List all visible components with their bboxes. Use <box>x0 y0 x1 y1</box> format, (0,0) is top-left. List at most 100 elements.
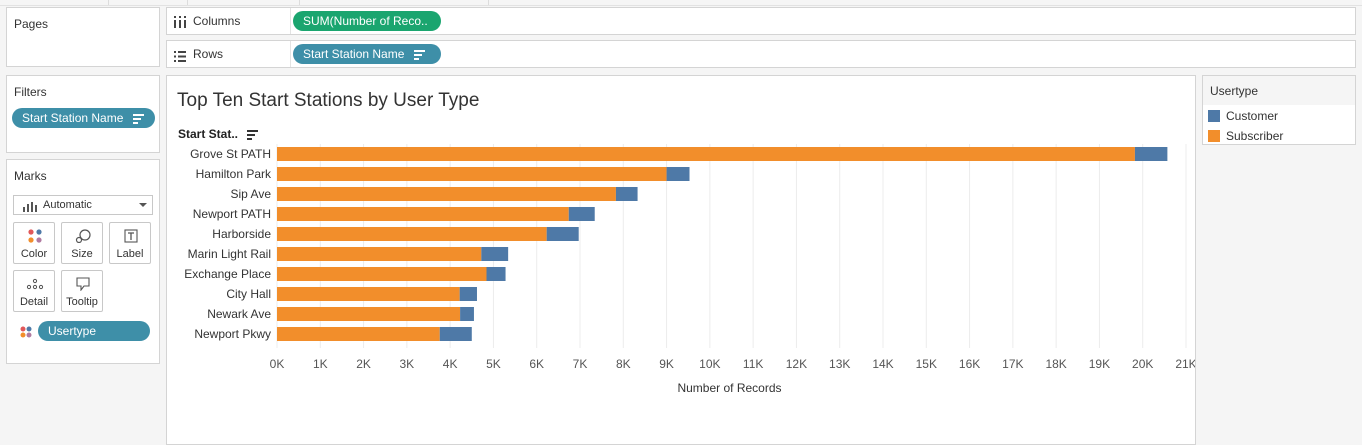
bar-chart-icon <box>23 200 37 212</box>
x-tick-label: 7K <box>573 357 588 371</box>
detail-dots-icon <box>14 277 54 291</box>
bar-customer[interactable] <box>460 307 474 321</box>
color-button-label: Color <box>20 248 48 260</box>
x-axis-title: Number of Records <box>677 381 781 395</box>
pages-title: Pages <box>14 17 49 31</box>
filters-title: Filters <box>14 85 47 99</box>
bar-customer[interactable] <box>615 187 638 201</box>
filters-card[interactable]: Filters Start Station Name <box>6 75 160 153</box>
bar-customer[interactable] <box>1134 147 1168 161</box>
row-header-label: Start Stat.. <box>178 127 239 141</box>
columns-shelf[interactable]: Columns SUM(Number of Reco.. <box>166 7 1356 35</box>
size-button[interactable]: Size <box>61 222 103 264</box>
marks-card: Marks Automatic Color Size Label Detail <box>6 159 160 364</box>
chevron-down-icon <box>139 203 147 207</box>
bar-subscriber[interactable] <box>277 167 667 181</box>
bar-subscriber[interactable] <box>277 307 461 321</box>
sort-icon <box>413 50 425 60</box>
usertype-pill-label: Usertype <box>48 324 97 338</box>
bar-customer[interactable] <box>546 227 579 241</box>
x-tick-label: 3K <box>400 357 415 371</box>
x-tick-label: 21K <box>1175 357 1195 371</box>
columns-pill[interactable]: SUM(Number of Reco.. <box>293 11 441 31</box>
columns-icon <box>174 15 186 28</box>
bar-subscriber[interactable] <box>277 187 616 201</box>
x-tick-label: 16K <box>959 357 980 371</box>
bar-customer[interactable] <box>459 287 477 301</box>
legend-title: Usertype <box>1210 84 1259 98</box>
label-button-label: Label <box>116 248 144 260</box>
rows-pill-label: Start Station Name <box>303 47 405 61</box>
bar-customer[interactable] <box>666 167 690 181</box>
rows-label: Rows <box>193 47 224 61</box>
columns-pill-label: SUM(Number of Reco.. <box>303 14 428 28</box>
x-tick-label: 9K <box>659 357 674 371</box>
x-tick-label: 2K <box>356 357 371 371</box>
category-label: Grove St PATH <box>190 147 271 161</box>
legend-item-customer[interactable]: Customer <box>1208 109 1278 123</box>
bar-subscriber[interactable] <box>277 227 547 241</box>
text-label-icon <box>110 229 150 243</box>
sort-icon <box>132 114 144 124</box>
rows-pill[interactable]: Start Station Name <box>293 44 441 64</box>
size-icon <box>62 229 102 244</box>
detail-button[interactable]: Detail <box>13 270 55 312</box>
bar-subscriber[interactable] <box>277 147 1135 161</box>
tooltip-button-label: Tooltip <box>66 296 98 308</box>
pages-card[interactable]: Pages <box>6 7 160 67</box>
category-label: Newark Ave <box>207 307 271 321</box>
top-toolbar-strip <box>0 0 1362 6</box>
x-tick-label: 20K <box>1132 357 1153 371</box>
mark-type-dropdown[interactable]: Automatic <box>13 195 153 215</box>
tooltip-icon <box>62 277 102 292</box>
bar-subscriber[interactable] <box>277 287 460 301</box>
bar-customer[interactable] <box>481 247 509 261</box>
chart-view: Top Ten Start Stations by User Type Star… <box>166 75 1196 445</box>
x-tick-label: 1K <box>313 357 328 371</box>
columns-label: Columns <box>193 14 241 28</box>
filter-pill-label: Start Station Name <box>22 111 124 125</box>
bar-subscriber[interactable] <box>277 267 487 281</box>
x-tick-label: 11K <box>743 357 763 371</box>
usertype-color-pill[interactable]: Usertype <box>38 321 150 341</box>
category-label: City Hall <box>226 287 271 301</box>
color-button[interactable]: Color <box>13 222 55 264</box>
bar-subscriber[interactable] <box>277 327 440 341</box>
x-tick-label: 10K <box>699 357 720 371</box>
x-tick-label: 18K <box>1045 357 1066 371</box>
bar-customer[interactable] <box>486 267 506 281</box>
filter-pill-start-station[interactable]: Start Station Name <box>12 108 155 128</box>
x-tick-label: 4K <box>443 357 458 371</box>
mark-type-value: Automatic <box>43 199 92 211</box>
x-tick-label: 6K <box>529 357 544 371</box>
rows-shelf[interactable]: Rows Start Station Name <box>166 40 1356 68</box>
bar-subscriber[interactable] <box>277 247 482 261</box>
usertype-legend: Usertype Customer Subscriber <box>1202 75 1356 145</box>
category-label: Hamilton Park <box>196 167 272 181</box>
rows-icon <box>174 49 186 62</box>
x-tick-label: 19K <box>1089 357 1110 371</box>
row-header[interactable]: Start Stat.. <box>178 127 259 141</box>
category-label: Marin Light Rail <box>188 247 271 261</box>
category-label: Sip Ave <box>231 187 272 201</box>
bar-customer[interactable] <box>439 327 472 341</box>
x-tick-label: 12K <box>786 357 807 371</box>
color-dots-icon <box>20 325 32 338</box>
x-tick-label: 15K <box>916 357 937 371</box>
category-label: Newport Pkwy <box>194 327 271 341</box>
legend-swatch-customer <box>1208 110 1220 122</box>
category-label: Harborside <box>212 227 271 241</box>
size-button-label: Size <box>71 248 93 260</box>
bar-chart: Grove St PATH Hamilton Park Sip Ave Newport… <box>184 144 1195 395</box>
legend-label-customer: Customer <box>1226 109 1279 123</box>
x-tick-label: 8K <box>616 357 631 371</box>
label-button[interactable]: Label <box>109 222 151 264</box>
chart-title: Top Ten Start Stations by User Type <box>177 90 480 111</box>
bar-customer[interactable] <box>568 207 595 221</box>
color-dots-icon <box>14 229 54 243</box>
legend-swatch-subscriber <box>1208 130 1220 142</box>
legend-item-subscriber[interactable]: Subscriber <box>1208 129 1283 143</box>
tooltip-button[interactable]: Tooltip <box>61 270 103 312</box>
bar-subscriber[interactable] <box>277 207 569 221</box>
x-tick-label: 17K <box>1002 357 1023 371</box>
